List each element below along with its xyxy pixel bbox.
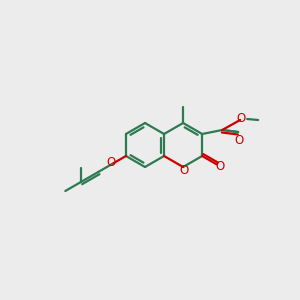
Text: O: O: [179, 164, 189, 178]
Text: O: O: [236, 112, 246, 124]
Text: O: O: [215, 160, 224, 173]
Text: O: O: [235, 134, 244, 146]
Text: O: O: [106, 157, 116, 169]
